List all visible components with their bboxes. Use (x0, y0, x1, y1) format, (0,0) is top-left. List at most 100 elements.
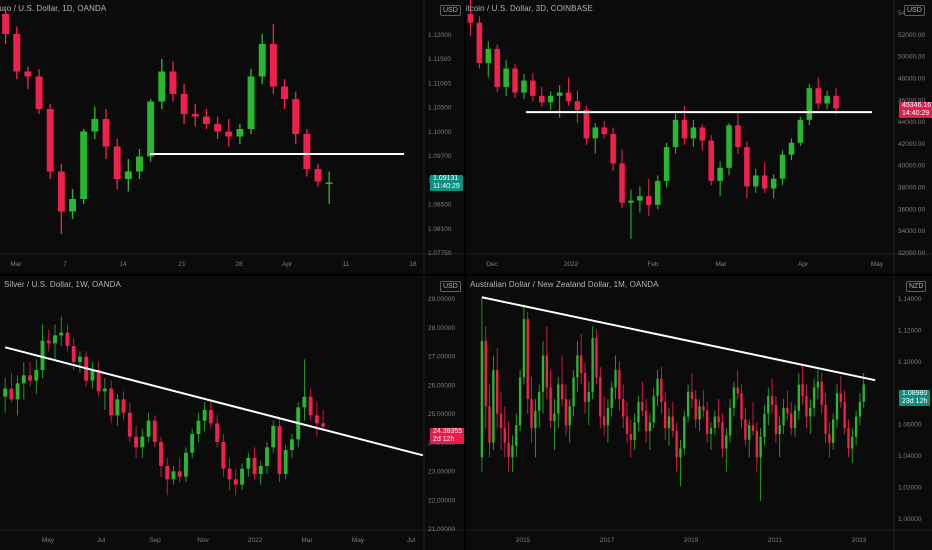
candle[interactable] (495, 348, 499, 429)
candle[interactable] (59, 316, 64, 346)
candle[interactable] (806, 83, 813, 126)
candle[interactable] (675, 422, 678, 472)
candle[interactable] (572, 370, 575, 417)
candle[interactable] (325, 171, 333, 205)
candle[interactable] (683, 410, 686, 455)
candle[interactable] (57, 164, 65, 234)
candle[interactable] (637, 396, 640, 432)
candle[interactable] (476, 16, 483, 69)
candle[interactable] (851, 428, 854, 464)
candle[interactable] (797, 372, 801, 420)
candle[interactable] (809, 399, 812, 434)
candle[interactable] (283, 444, 288, 480)
candle[interactable] (660, 367, 663, 414)
candle[interactable] (763, 404, 766, 446)
candle[interactable] (196, 412, 201, 442)
candle[interactable] (717, 399, 720, 429)
candle[interactable] (801, 364, 804, 405)
candle[interactable] (545, 326, 549, 400)
candle[interactable] (770, 378, 774, 414)
candle[interactable] (694, 390, 697, 429)
candle[interactable] (708, 135, 714, 186)
candle[interactable] (698, 399, 701, 432)
chart-btcusd-svg[interactable]: 54000.0052000.0050000.0048000.0046000.00… (466, 0, 932, 274)
candle[interactable] (767, 387, 770, 426)
candle[interactable] (258, 34, 266, 84)
candle[interactable] (136, 149, 143, 179)
candle[interactable] (592, 123, 599, 154)
candle[interactable] (499, 391, 503, 450)
candle[interactable] (547, 91, 554, 110)
candle[interactable] (625, 402, 629, 443)
candle[interactable] (124, 159, 132, 192)
candle[interactable] (225, 119, 233, 147)
chart-xagusd[interactable]: 29.00000 28.00000 27.00000 26.00000 25.00000… (0, 276, 464, 550)
candle[interactable] (180, 84, 188, 124)
candle[interactable] (522, 304, 526, 385)
candle[interactable] (485, 41, 492, 78)
candle[interactable] (169, 61, 177, 102)
candle[interactable] (797, 116, 804, 146)
currency-badge[interactable]: NZD (906, 281, 927, 292)
candle[interactable] (587, 381, 591, 426)
candle[interactable] (606, 399, 610, 443)
candle[interactable] (35, 69, 43, 114)
candle[interactable] (646, 178, 652, 216)
chart-eurusd[interactable]: 1.12000 1.11500 1.11000 1.10500 1.10000 1.097… (0, 0, 464, 274)
candle[interactable] (69, 189, 76, 219)
candle[interactable] (759, 428, 762, 501)
candle[interactable] (109, 380, 114, 424)
candle[interactable] (80, 129, 88, 204)
chart-btcusd[interactable]: 54000.0052000.0050000.0048000.0046000.00… (466, 0, 932, 274)
candle[interactable] (549, 370, 552, 429)
candle[interactable] (614, 355, 617, 400)
candle[interactable] (512, 64, 518, 98)
candle[interactable] (595, 329, 598, 385)
candle[interactable] (140, 428, 145, 458)
candle[interactable] (671, 402, 675, 437)
candle[interactable] (726, 123, 732, 176)
candle[interactable] (679, 439, 682, 487)
candle[interactable] (728, 399, 732, 443)
candle[interactable] (113, 139, 121, 189)
candle[interactable] (663, 391, 667, 440)
candle[interactable] (735, 111, 741, 154)
candle[interactable] (648, 413, 652, 450)
candle[interactable] (831, 413, 835, 450)
candle[interactable] (816, 370, 820, 400)
candle[interactable] (171, 466, 176, 485)
candle[interactable] (761, 162, 768, 193)
candle[interactable] (812, 378, 816, 417)
candle[interactable] (28, 362, 32, 386)
candle[interactable] (467, 0, 474, 36)
candle[interactable] (815, 77, 821, 109)
candle[interactable] (236, 124, 244, 144)
trend-line[interactable] (4, 346, 424, 457)
candle[interactable] (709, 422, 713, 450)
candle[interactable] (314, 164, 322, 187)
candle[interactable] (269, 24, 277, 94)
candle[interactable] (628, 189, 634, 239)
candle[interactable] (793, 404, 797, 437)
chart-xagusd-svg[interactable]: 29.00000 28.00000 27.00000 26.00000 25.00000… (0, 276, 464, 550)
candle[interactable] (518, 370, 522, 432)
candle[interactable] (654, 175, 661, 210)
candle[interactable] (656, 370, 659, 407)
candle[interactable] (321, 410, 326, 432)
candle[interactable] (747, 419, 751, 458)
candle[interactable] (247, 69, 255, 134)
candle[interactable] (65, 324, 70, 352)
candle[interactable] (599, 367, 602, 429)
candle[interactable] (2, 9, 10, 44)
candle[interactable] (820, 372, 823, 414)
candle[interactable] (46, 104, 54, 179)
candle[interactable] (583, 362, 587, 414)
candle[interactable] (296, 402, 301, 448)
candle[interactable] (503, 406, 507, 458)
candle[interactable] (619, 149, 625, 209)
candle[interactable] (778, 416, 781, 458)
candle[interactable] (601, 120, 607, 139)
candle[interactable] (127, 402, 132, 442)
candle[interactable] (147, 99, 155, 162)
candle[interactable] (663, 142, 670, 188)
